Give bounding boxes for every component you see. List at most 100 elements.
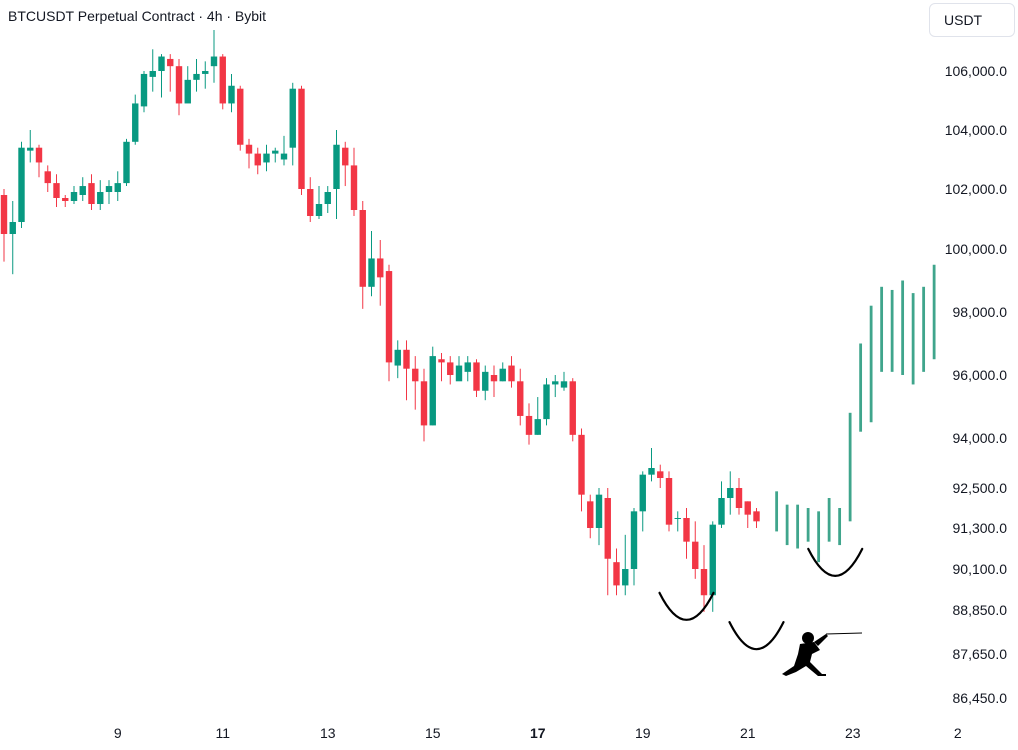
candle-body bbox=[123, 141, 130, 184]
candle-body bbox=[44, 171, 51, 184]
candle-body bbox=[735, 488, 743, 508]
candle-body bbox=[403, 349, 410, 369]
pattern-arc bbox=[807, 547, 864, 577]
pattern-arc bbox=[728, 621, 785, 651]
candle-body bbox=[674, 518, 681, 519]
projection-bar bbox=[859, 343, 863, 432]
candle-body bbox=[70, 192, 78, 201]
candle-body bbox=[613, 562, 620, 586]
candle-body bbox=[88, 183, 95, 204]
projection-bar bbox=[785, 504, 789, 546]
projection-bar bbox=[806, 508, 810, 542]
candle-body bbox=[665, 478, 673, 525]
candle-body bbox=[385, 271, 393, 363]
candle-body bbox=[578, 434, 585, 495]
time-tick-label: 19 bbox=[635, 725, 651, 741]
candle-body bbox=[560, 381, 568, 388]
price-tick-label: 90,100.0 bbox=[953, 561, 1008, 577]
candle-body bbox=[35, 147, 43, 163]
candle-body bbox=[0, 195, 8, 234]
candle-body bbox=[228, 85, 235, 104]
candle-body bbox=[543, 384, 550, 420]
candle-body bbox=[447, 362, 454, 375]
candle-body bbox=[639, 474, 646, 512]
price-tick-label: 98,000.0 bbox=[953, 304, 1008, 320]
candle-body bbox=[289, 88, 296, 148]
candle-body bbox=[709, 524, 716, 596]
candle-body bbox=[202, 71, 209, 74]
candle-body bbox=[517, 381, 524, 416]
time-tick-label: 23 bbox=[845, 725, 861, 741]
candle-body bbox=[587, 501, 594, 528]
candle-body bbox=[490, 375, 498, 382]
projection-bar bbox=[817, 511, 821, 563]
candle-body bbox=[744, 501, 751, 515]
candle-body bbox=[630, 511, 638, 569]
candle-body bbox=[622, 569, 629, 586]
candle-body bbox=[438, 359, 445, 363]
candle-body bbox=[368, 258, 375, 287]
projection-bar bbox=[911, 293, 915, 385]
candle-body bbox=[53, 183, 60, 198]
candle-body bbox=[315, 204, 323, 216]
currency-button[interactable]: USDT bbox=[929, 3, 1015, 37]
candle-body bbox=[132, 103, 139, 142]
projection-bar bbox=[901, 280, 905, 375]
projection-bar bbox=[775, 491, 779, 532]
candle-body bbox=[272, 150, 279, 154]
price-tick-label: 86,450.0 bbox=[953, 690, 1008, 706]
price-tick-label: 91,300.0 bbox=[953, 520, 1008, 536]
candle-body bbox=[62, 198, 69, 201]
candle-body bbox=[18, 147, 25, 222]
price-tick-label: 100,000.0 bbox=[945, 241, 1007, 257]
candle-body bbox=[9, 222, 16, 234]
candle-body bbox=[508, 365, 515, 382]
candle-body bbox=[280, 153, 288, 160]
candle-body bbox=[455, 365, 463, 382]
candle-body bbox=[683, 518, 690, 542]
candle-body bbox=[210, 56, 218, 67]
price-tick-label: 96,000.0 bbox=[953, 367, 1008, 383]
candle-body bbox=[482, 371, 489, 391]
time-tick-label: 11 bbox=[215, 725, 230, 741]
candle-body bbox=[324, 192, 331, 204]
time-tick-label: 15 bbox=[425, 725, 441, 741]
candle-body bbox=[499, 368, 506, 382]
candle-body bbox=[149, 71, 156, 77]
candle-body bbox=[298, 88, 305, 189]
projection-bar bbox=[932, 264, 936, 360]
candle-body bbox=[657, 471, 664, 478]
time-tick-label: 9 bbox=[114, 725, 122, 741]
candle-body bbox=[464, 362, 471, 372]
candle-body bbox=[350, 165, 358, 210]
projection-bar bbox=[848, 412, 852, 522]
price-tick-label: 94,000.0 bbox=[953, 430, 1008, 446]
candle-body bbox=[167, 58, 174, 67]
projection-bar bbox=[890, 289, 894, 372]
candle-body bbox=[692, 541, 699, 569]
candle-body bbox=[27, 147, 34, 151]
candle-body bbox=[359, 210, 366, 287]
price-tick-label: 106,000.0 bbox=[945, 63, 1007, 79]
time-tick-label: 17 bbox=[530, 725, 546, 741]
projection-bar bbox=[922, 286, 926, 372]
candle-body bbox=[727, 488, 734, 498]
pattern-arc bbox=[658, 591, 715, 621]
candle-body bbox=[718, 498, 725, 525]
candle-body bbox=[263, 153, 270, 163]
time-tick-label: 21 bbox=[740, 725, 756, 741]
candle-body bbox=[105, 186, 113, 192]
candle-body bbox=[245, 144, 253, 154]
fencer-icon bbox=[782, 632, 863, 676]
candle-body bbox=[429, 356, 436, 426]
candle-body bbox=[158, 56, 165, 71]
projection-bar bbox=[827, 498, 831, 542]
candle-body bbox=[140, 73, 148, 107]
candle-body bbox=[604, 498, 611, 559]
candle-body bbox=[595, 494, 603, 528]
candle-body bbox=[420, 381, 428, 426]
candle-body bbox=[184, 79, 191, 104]
projection-bar bbox=[880, 286, 884, 372]
price-tick-label: 102,000.0 bbox=[945, 181, 1007, 197]
